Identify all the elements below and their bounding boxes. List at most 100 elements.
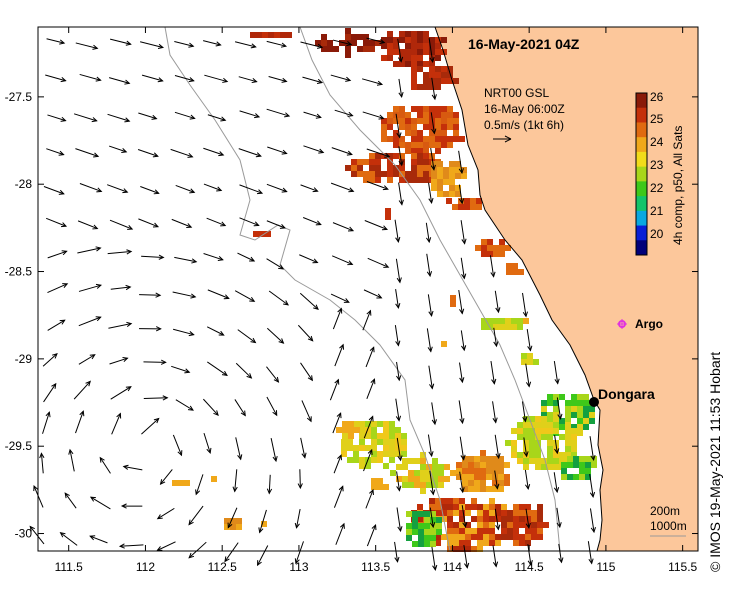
- sst-pixel: [559, 458, 565, 464]
- sst-pixel: [573, 462, 579, 468]
- sst-pixel: [553, 412, 559, 418]
- sst-pixel: [387, 153, 393, 159]
- current-arrow-head: [294, 558, 300, 565]
- sst-pixel: [561, 468, 567, 474]
- sst-pixel: [377, 433, 383, 439]
- current-arrow-head: [398, 160, 404, 167]
- sst-pixel: [483, 504, 489, 510]
- sst-pixel: [411, 118, 417, 124]
- sst-pixel: [589, 418, 595, 424]
- sst-pixel: [541, 428, 547, 434]
- sst-pixel: [363, 177, 369, 183]
- current-arrow: [362, 111, 384, 119]
- sst-pixel: [405, 177, 411, 183]
- current-arrow: [331, 255, 353, 265]
- sst-pixel: [499, 324, 505, 330]
- x-tick-label: 114: [443, 560, 462, 574]
- current-arrow-head: [397, 455, 403, 462]
- current-arrow-head: [312, 187, 319, 193]
- current-arrow-head: [126, 321, 133, 327]
- current-arrow-head: [155, 292, 162, 298]
- current-arrow-head: [257, 560, 262, 567]
- current-arrow-head: [157, 77, 164, 83]
- current-arrow-head: [589, 491, 596, 498]
- current-arrow: [138, 218, 159, 228]
- sst-pixel: [505, 324, 511, 330]
- current-arrow-head: [495, 453, 501, 460]
- sst-pixel: [459, 510, 465, 516]
- sst-pixel: [402, 458, 408, 464]
- current-arrow-head: [177, 450, 183, 457]
- sst-pixel: [381, 171, 387, 177]
- sst-pixel: [411, 72, 417, 78]
- sst-pixel: [571, 394, 577, 400]
- current-arrow: [558, 543, 562, 563]
- sst-pixel: [541, 406, 547, 412]
- sst-pixel: [443, 179, 449, 185]
- current-arrow: [301, 400, 312, 422]
- sst-pixel: [519, 510, 525, 516]
- sst-pixel: [414, 482, 420, 488]
- sst-pixel: [432, 464, 438, 470]
- sst-pixel: [371, 484, 377, 490]
- sst-pixel: [449, 185, 455, 191]
- sst-pixel: [412, 517, 418, 523]
- current-arrow-head: [490, 271, 496, 278]
- sst-pixel: [432, 458, 438, 464]
- sst-pixel: [405, 112, 411, 118]
- argo-marker[interactable]: [617, 319, 627, 329]
- sst-pixel: [401, 439, 407, 445]
- current-arrow: [524, 469, 529, 489]
- current-arrow: [206, 326, 224, 336]
- current-arrow: [366, 181, 389, 190]
- sst-pixel: [450, 295, 456, 301]
- sst-pixel: [474, 456, 480, 462]
- sst-pixel: [498, 462, 504, 468]
- current-arrow: [395, 113, 401, 138]
- sst-pixel: [492, 474, 498, 480]
- sst-pixel: [553, 416, 559, 422]
- current-arrow-head: [460, 454, 466, 461]
- current-arrow: [109, 219, 133, 230]
- sst-pixel: [435, 136, 441, 142]
- current-arrow: [431, 77, 436, 100]
- sst-pixel: [423, 72, 429, 78]
- sst-pixel: [417, 148, 423, 154]
- sst-pixel: [501, 522, 507, 528]
- sst-pixel: [447, 522, 453, 528]
- sst-pixel: [435, 66, 441, 72]
- sst-pixel: [513, 516, 519, 522]
- sst-pixel: [436, 517, 442, 523]
- sst-pixel: [417, 118, 423, 124]
- current-arrow: [239, 110, 260, 118]
- current-arrow: [46, 38, 65, 44]
- current-arrow: [160, 469, 173, 485]
- current-arrow: [297, 324, 314, 342]
- sst-pixel: [585, 468, 591, 474]
- sst-pixel: [583, 418, 589, 424]
- sst-pixel: [224, 518, 230, 524]
- current-arrow: [172, 291, 196, 298]
- current-arrow: [139, 294, 161, 296]
- dongara-marker[interactable]: [589, 397, 599, 407]
- sst-pixel: [513, 510, 519, 516]
- current-arrow: [267, 146, 287, 155]
- current-arrow: [45, 74, 66, 82]
- sst-pixel: [535, 452, 541, 458]
- sst-pixel: [511, 318, 517, 324]
- sst-pixel: [475, 245, 481, 251]
- sst-pixel: [375, 153, 381, 159]
- current-arrow-head: [45, 411, 51, 418]
- sst-pixel: [441, 534, 447, 540]
- current-arrow-head: [186, 223, 193, 228]
- sst-pixel: [341, 439, 347, 445]
- current-arrow: [395, 289, 399, 308]
- current-arrow-head: [432, 564, 438, 571]
- sst-pixel: [236, 524, 242, 530]
- current-arrow: [138, 112, 157, 120]
- sst-pixel: [521, 359, 527, 365]
- colorbar-swatch: [636, 107, 647, 123]
- sst-pixel: [461, 167, 467, 173]
- x-tick-label: 115: [596, 560, 615, 574]
- sst-pixel: [408, 458, 414, 464]
